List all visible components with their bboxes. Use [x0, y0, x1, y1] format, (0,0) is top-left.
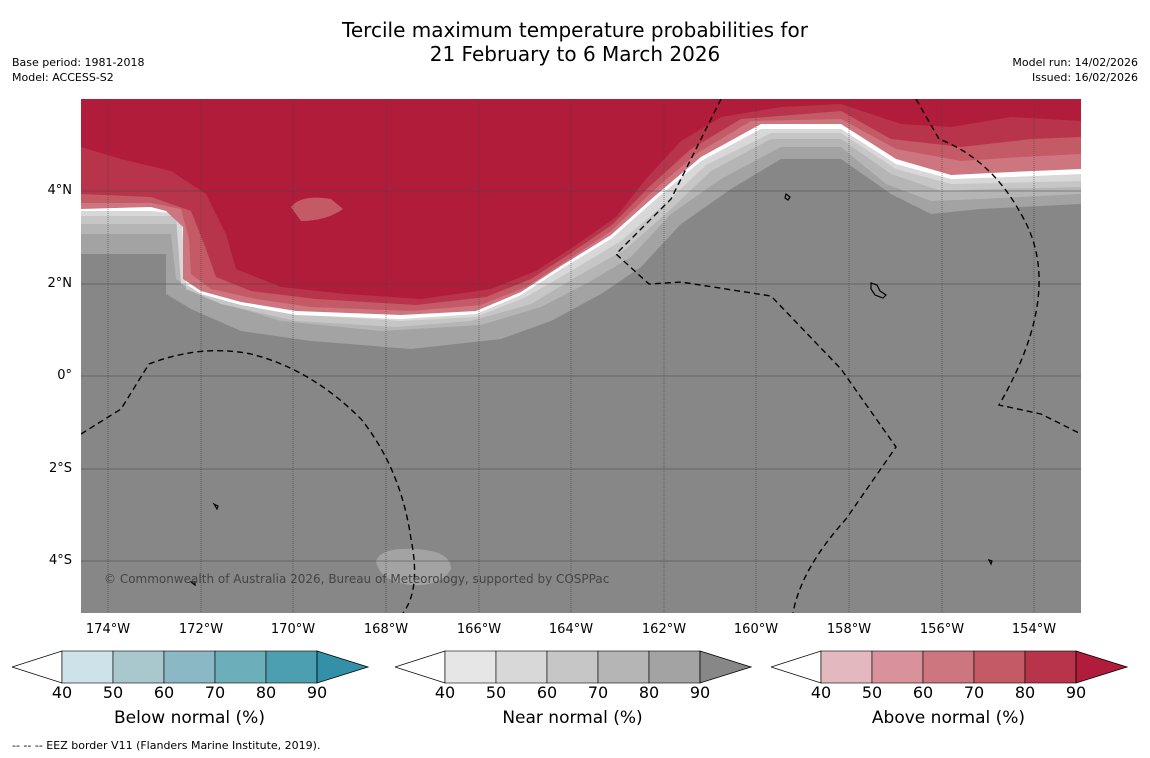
- colorbar-max-extend: [1075, 650, 1129, 684]
- colorbar-1: [12, 650, 370, 684]
- model-name: Model: ACCESS-S2: [12, 71, 114, 84]
- x-tick-label: 172°W: [178, 622, 224, 637]
- colorbar-min-extend: [395, 650, 446, 684]
- colorbar-tick-label: 40: [810, 683, 832, 702]
- near-normal-patch: [376, 548, 451, 586]
- colorbar-title: Below normal (%): [114, 708, 265, 728]
- colorbar-max-extend: [316, 650, 370, 684]
- colorbar-min-extend: [12, 650, 63, 684]
- x-tick-label: 174°W: [85, 622, 131, 637]
- colorbar-title: Near normal (%): [502, 708, 643, 728]
- colorbar-tick-label: 50: [861, 683, 883, 702]
- colorbar-segment: [597, 650, 650, 684]
- colorbar-tick-label: 60: [912, 683, 934, 702]
- colorbar-tick-label: 40: [434, 683, 456, 702]
- colorbar-tick-label: 90: [689, 683, 711, 702]
- colorbar-segment: [871, 650, 924, 684]
- colorbar-segment: [973, 650, 1026, 684]
- colorbar-max-extend: [699, 650, 753, 684]
- x-tick-label: 164°W: [548, 622, 594, 637]
- islands: [189, 192, 993, 587]
- colorbar-segment: [820, 650, 873, 684]
- colorbar-segment: [214, 650, 267, 684]
- colorbar-tick-label: 80: [255, 683, 277, 702]
- colorbar-segment: [163, 650, 216, 684]
- colorbar-tick-label: 40: [51, 683, 73, 702]
- x-tick-label: 166°W: [456, 622, 502, 637]
- title-line-1: Tercile maximum temperature probabilitie…: [342, 18, 808, 42]
- colorbar-tick-label: 80: [638, 683, 660, 702]
- meta-right: Model run: 14/02/2026 Issued: 16/02/2026: [1012, 55, 1138, 85]
- colorbar-tick-label: 60: [153, 683, 175, 702]
- colorbar-tick-label: 70: [204, 683, 226, 702]
- colorbar-tick-label: 50: [485, 683, 507, 702]
- y-tick-label: 2°S: [48, 461, 72, 476]
- colorbar-3: [771, 650, 1129, 684]
- y-tick-label: 2°N: [47, 276, 73, 291]
- eez-border-right: [915, 99, 1081, 435]
- x-tick-label: 162°W: [641, 622, 687, 637]
- y-tick-label: 4°S: [48, 553, 72, 568]
- colorbar-title: Above normal (%): [871, 708, 1026, 728]
- colorbar-segment: [444, 650, 497, 684]
- issued-date: Issued: 16/02/2026: [1031, 71, 1138, 84]
- x-tick-label: 170°W: [270, 622, 316, 637]
- x-tick-label: 168°W: [363, 622, 409, 637]
- eez-border-center: [614, 99, 897, 613]
- x-tick-label: 154°W: [1011, 622, 1057, 637]
- x-tick-label: 160°W: [733, 622, 779, 637]
- copyright-notice: © Commonwealth of Australia 2026, Bureau…: [104, 572, 610, 586]
- colorbar-segment: [495, 650, 548, 684]
- colorbar-segment: [61, 650, 114, 684]
- colorbar-tick-label: 70: [963, 683, 985, 702]
- colorbar-segment: [648, 650, 701, 684]
- map-gridlines: [81, 99, 1081, 613]
- model-run: Model run: 14/02/2026: [1012, 56, 1138, 69]
- y-tick-label: 0°: [57, 368, 72, 383]
- colorbar-tick-label: 60: [536, 683, 558, 702]
- probability-map: [81, 99, 1081, 613]
- colorbar-tick-label: 80: [1014, 683, 1036, 702]
- colorbar-2: [395, 650, 753, 684]
- above-normal-region: [81, 99, 1081, 299]
- base-period: Base period: 1981-2018: [12, 56, 145, 69]
- colorbar-segment: [1024, 650, 1077, 684]
- meta-left: Base period: 1981-2018 Model: ACCESS-S2: [12, 55, 144, 85]
- colorbar-tick-label: 50: [102, 683, 124, 702]
- colorbar-min-extend: [771, 650, 822, 684]
- colorbar-tick-label: 90: [1065, 683, 1087, 702]
- x-tick-label: 156°W: [919, 622, 965, 637]
- above-normal-patch: [291, 197, 343, 221]
- title-line-2: 21 February to 6 March 2026: [429, 42, 721, 66]
- chart-title: Tercile maximum temperature probabilitie…: [0, 18, 1150, 66]
- colorbar-segment: [546, 650, 599, 684]
- eez-border-left: [81, 349, 416, 613]
- eez-legend: -- -- -- EEZ border V11 (Flanders Marine…: [12, 739, 321, 752]
- colorbar-segment: [922, 650, 975, 684]
- x-tick-label: 158°W: [826, 622, 872, 637]
- y-tick-label: 4°N: [47, 183, 73, 198]
- colorbar-tick-label: 90: [306, 683, 328, 702]
- colorbar-segment: [265, 650, 318, 684]
- colorbar-tick-label: 70: [587, 683, 609, 702]
- colorbar-segment: [112, 650, 165, 684]
